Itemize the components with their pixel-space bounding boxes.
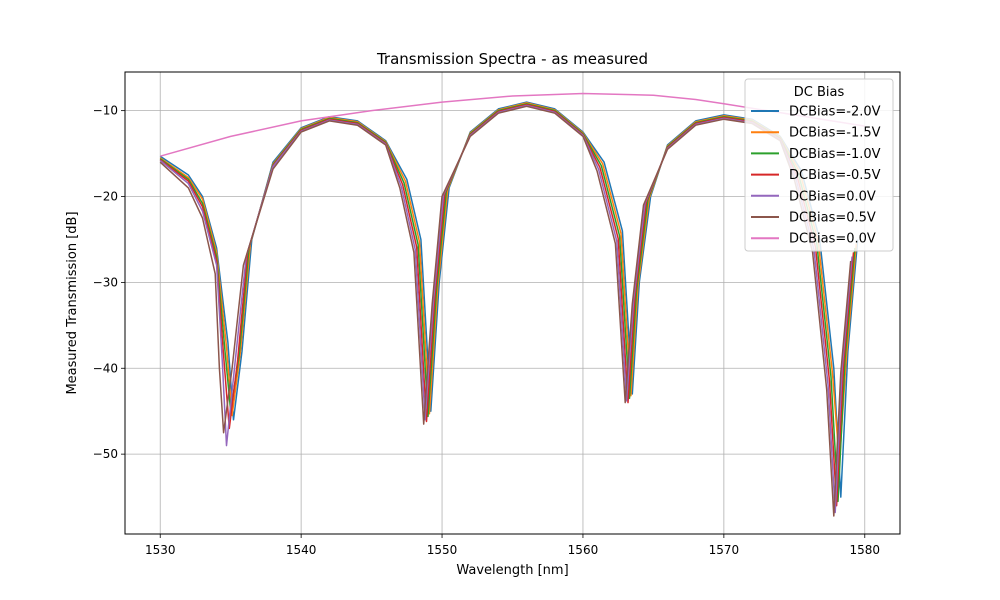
legend: DC Bias DCBias=-2.0VDCBias=-1.5VDCBias=-…: [744, 78, 894, 252]
x-tick-label: 1540: [286, 543, 317, 557]
legend-label: DCBias=-2.0V: [789, 105, 881, 120]
legend-entries: DCBias=-2.0V DCBias=-1.5V DCBias=-1.0V DCBi…: [751, 105, 881, 247]
x-tick-label: 1580: [849, 543, 880, 557]
y-axis-label: Measured Transmission [dB]: [65, 211, 80, 394]
x-tick-label: 1560: [568, 543, 599, 557]
x-tick-label: 1570: [709, 543, 740, 557]
legend-label: DCBias=-0.5V: [789, 168, 881, 183]
y-tick-label: −20: [93, 190, 118, 204]
y-tick-label: −50: [93, 447, 118, 461]
legend-title: DC Bias: [794, 85, 845, 100]
legend-label: DCBias=0.5V: [789, 211, 876, 226]
x-tick-label: 1530: [145, 543, 176, 557]
legend-label: DCBias=-1.0V: [789, 147, 881, 162]
y-tick-label: −10: [93, 104, 118, 118]
legend-label: DCBias=-1.5V: [789, 126, 881, 141]
legend-label: DCBias=0.0V: [789, 232, 876, 247]
x-axis-label: Wavelength [nm]: [456, 563, 568, 578]
y-tick-label: −40: [93, 361, 118, 375]
series-line-6: [159, 92, 865, 157]
legend-label: DCBias=0.0V: [789, 189, 876, 204]
chart-title: Transmission Spectra - as measured: [376, 50, 648, 68]
x-tick-label: 1550: [427, 543, 458, 557]
axis-ticks: 1530 1540 1550 1560 1570 1580 −10 −20 −30 −40 −50: [93, 104, 880, 557]
y-tick-label: −30: [93, 275, 118, 289]
plot-frame: [124, 71, 901, 535]
legend-box: [744, 78, 894, 252]
